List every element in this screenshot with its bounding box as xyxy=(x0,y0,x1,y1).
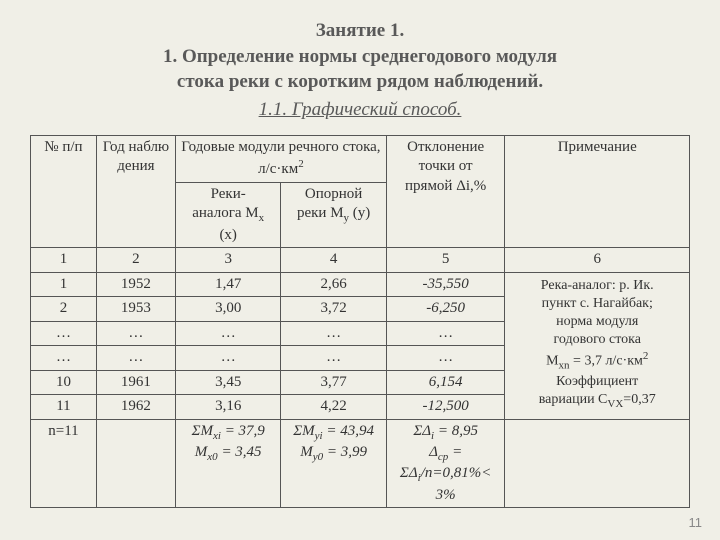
colnum: 1 xyxy=(31,248,97,273)
slide-subtitle: 1.1. Графический способ. xyxy=(30,99,690,121)
table-row: 1 1952 1,47 2,66 -35,550 Река-аналог: р.… xyxy=(31,272,690,297)
col-header-index: № п/п xyxy=(31,135,97,247)
colnum: 4 xyxy=(281,248,386,273)
col-header-note: Примечание xyxy=(505,135,690,247)
col-header-analog: Реки- аналога Мх (х) xyxy=(175,182,280,247)
colnum: 2 xyxy=(96,248,175,273)
title-line-2: 1. Определение нормы среднегодового моду… xyxy=(163,46,557,67)
summary-deviation: ΣΔi = 8,95 Δср = ΣΔi/n=0,81%< 3% xyxy=(386,419,505,507)
summary-my: ΣМуi = 43,94 Му0 = 3,99 xyxy=(281,419,386,507)
col-header-reference: Опорной реки Му (у) xyxy=(281,182,386,247)
summary-mx: ΣМxi = 37,9 Мх0 = 3,45 xyxy=(175,419,280,507)
note-cell: Река-аналог: р. Ик. пункт с. Нагайбак; н… xyxy=(505,272,690,419)
page-number: 11 xyxy=(689,515,703,530)
table-summary-row: n=11 ΣМxi = 37,9 Мх0 = 3,45 ΣМуi = 43,94… xyxy=(31,419,690,507)
data-table: № п/п Год наблю дения Годовые модули реч… xyxy=(30,135,690,508)
colnum: 6 xyxy=(505,248,690,273)
table-colnum-row: 1 2 3 4 5 6 xyxy=(31,248,690,273)
colnum: 3 xyxy=(175,248,280,273)
col-header-modules: Годовые модули речного стока, л/с·км2 xyxy=(175,135,386,182)
table-header-row: № п/п Год наблю дения Годовые модули реч… xyxy=(31,135,690,182)
col-header-deviation: Отклонение точки от прямой Δi,% xyxy=(386,135,505,247)
col-header-year: Год наблю дения xyxy=(96,135,175,247)
title-line-1: Занятие 1. xyxy=(316,20,404,41)
slide-title: Занятие 1. 1. Определение нормы среднего… xyxy=(30,18,690,95)
title-line-3: стока реки с коротким рядом наблюдений. xyxy=(177,71,543,92)
colnum: 5 xyxy=(386,248,505,273)
